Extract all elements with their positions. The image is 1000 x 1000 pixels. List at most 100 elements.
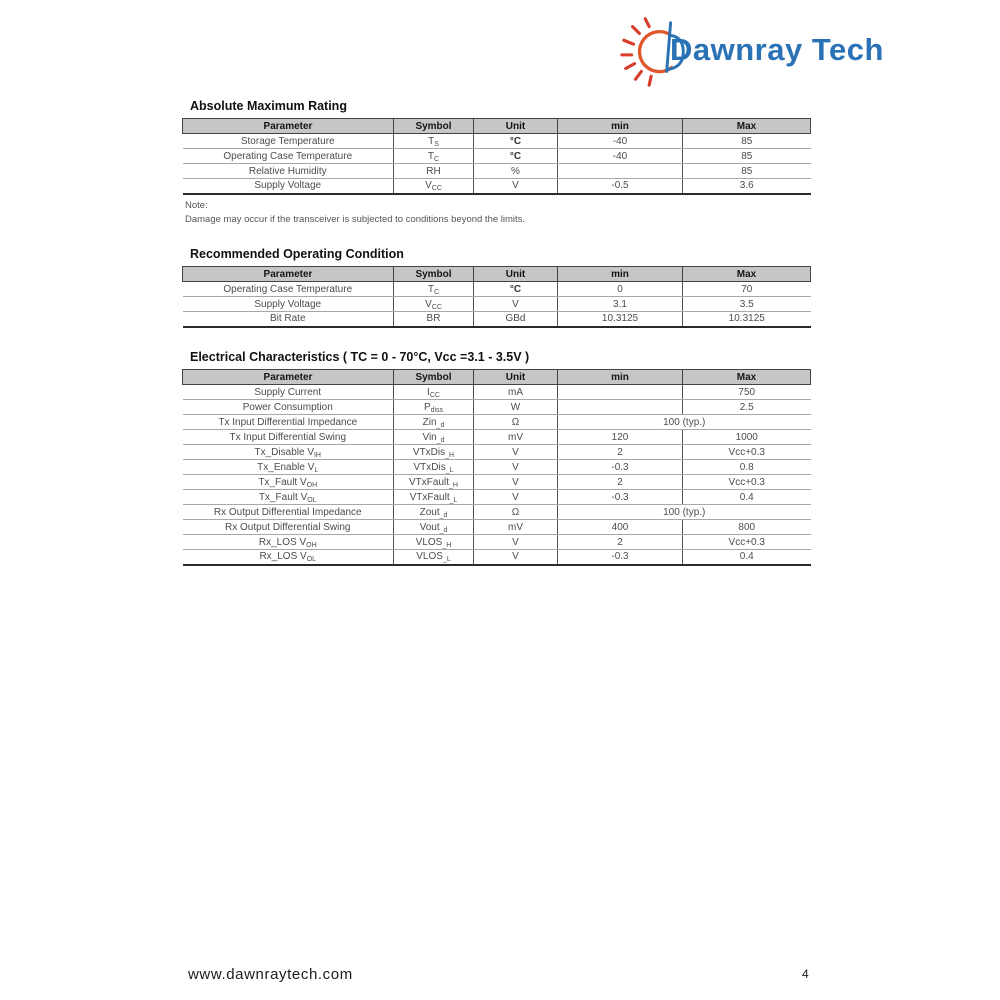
table-cell: 10.3125	[682, 311, 811, 327]
table-cell: 0	[557, 281, 683, 297]
table-cell: V	[473, 474, 558, 490]
header-row: Parameter Symbol Unit min Max	[182, 266, 811, 282]
table-row: Bit Rate BR GBd 10.3125 10.3125	[183, 311, 811, 327]
column-header: Symbol	[393, 118, 474, 134]
table-cell: Tx Input Differential Swing	[182, 429, 394, 445]
table-cell: Operating Case Temperature	[182, 281, 394, 297]
table-row: Supply Voltage VCC V -0.5 3.6	[183, 178, 811, 194]
table-cell: -40	[557, 148, 683, 164]
table-cell: Vout_d	[393, 519, 474, 535]
column-header: Max	[682, 118, 811, 134]
table-cell: VTxFault_H	[393, 474, 474, 490]
table-cell: Ω	[473, 414, 558, 430]
table-cell: TC	[393, 148, 474, 164]
table-row: Rx_LOS VOL VLOS_L V -0.3 0.4	[183, 549, 811, 565]
column-header: Max	[682, 266, 811, 282]
table-cell: V	[473, 534, 558, 550]
table-cell: V	[473, 549, 558, 565]
table-cell: Tx Input Differential Impedance	[182, 414, 394, 430]
table-cell: 2	[557, 534, 683, 550]
company-name: Dawnray Tech	[670, 32, 884, 67]
column-header: Unit	[473, 118, 558, 134]
table-cell: VCC	[393, 296, 474, 312]
table-cell: V	[473, 178, 558, 194]
table-cell: 2	[557, 444, 683, 460]
column-header: Unit	[473, 266, 558, 282]
table-cell: Pdiss	[393, 399, 474, 415]
table-cell: 750	[682, 384, 811, 400]
table-cell: mA	[473, 384, 558, 400]
table-cell: 85	[682, 148, 811, 164]
table-row: Relative Humidity RH% 85	[182, 163, 811, 179]
table-cell: Supply Voltage	[182, 296, 394, 312]
header-row: Parameter Symbol Unit min Max	[182, 369, 811, 385]
table-cell: -0.3	[557, 459, 683, 475]
table-cell: 100 (typ.)	[557, 414, 811, 430]
sun-icon	[620, 17, 685, 87]
table-cell: 3.6	[682, 178, 811, 194]
column-header: Symbol	[393, 369, 474, 385]
table-cell: V	[473, 296, 558, 312]
header-row: Parameter Symbol Unit min Max	[182, 118, 811, 134]
table-cell: Rx_LOS VOL	[259, 551, 317, 564]
column-header: min	[557, 266, 683, 282]
table-cell: Tx_Fault VOH	[182, 474, 394, 490]
table-cell: 0.8	[682, 459, 811, 475]
table-cell: Relative Humidity	[182, 163, 394, 179]
table-cell: -0.3	[557, 549, 683, 565]
section-recommended-operating-condition: Recommended Operating Condition Paramete…	[182, 247, 811, 328]
table-cell: VLOS_H	[393, 534, 474, 550]
table-cell: Supply Current	[182, 384, 394, 400]
table-cell: BR	[393, 311, 474, 327]
section-title: Absolute Maximum Rating	[190, 99, 347, 113]
note-text: Damage may occur if the transceiver is s…	[185, 213, 526, 225]
table-cell: Operating Case Temperature	[182, 148, 394, 164]
absolute-maximum-rating-table: Parameter Symbol Unit min Max Storage Temper…	[182, 118, 811, 195]
table-cell: mV	[473, 429, 558, 445]
table-cell: W	[473, 399, 558, 415]
table-cell: 85	[682, 133, 811, 149]
column-header: min	[557, 369, 683, 385]
table-row: Power Consumption Pdiss W 2.5	[182, 399, 811, 415]
table-cell: VTxFault_L	[393, 489, 474, 505]
section-electrical-characteristics: Electrical Characteristics ( TC = 0 - 70…	[182, 350, 811, 566]
column-header: Parameter	[182, 369, 394, 385]
table-cell: 2.5	[682, 399, 811, 415]
table-row: Supply Current ICC mA 750	[182, 384, 811, 400]
table-note: Note: Damage may occur if the transceive…	[185, 199, 810, 227]
column-header: min	[557, 118, 683, 134]
table-row: Rx_LOS VOH VLOS_H V 2 Vcc+0.3	[182, 534, 811, 550]
table-row: Rx Output Differential Impedance Zout_d Ω 1…	[182, 504, 811, 520]
table-cell: V	[473, 459, 558, 475]
table-cell: -0.5	[557, 178, 683, 194]
table-cell: TS	[393, 133, 474, 149]
table-cell: VTxDis_L	[393, 459, 474, 475]
footer-website: www.dawnraytech.com	[188, 966, 353, 983]
column-header: Parameter	[182, 266, 394, 282]
table-cell: °C	[473, 148, 558, 164]
table-cell: GBd	[473, 311, 558, 327]
note-label: Note:	[185, 199, 208, 211]
electrical-characteristics-table: Parameter Symbol Unit min Max Supply Current…	[182, 369, 811, 566]
table-cell: 400	[557, 519, 683, 535]
section-title: Recommended Operating Condition	[190, 247, 404, 261]
table-row: Tx Input Differential Swing Vin_d mV 120 100…	[182, 429, 811, 445]
table-cell: ICC	[393, 384, 474, 400]
table-cell: °C	[473, 281, 558, 297]
column-header: Parameter	[182, 118, 394, 134]
table-cell: Vcc+0.3	[682, 534, 811, 550]
table-cell: 100 (typ.)	[557, 504, 811, 520]
table-cell: Rx_LOS VOH	[182, 534, 394, 550]
table-cell: Storage Temperature	[182, 133, 394, 149]
table-row: Supply Voltage VCC V 3.1 3.5	[182, 296, 811, 312]
table-row: Operating Case Temperature TC °C -40 85	[182, 148, 811, 164]
section-title: Electrical Characteristics ( TC = 0 - 70…	[190, 350, 530, 364]
table-cell	[557, 399, 683, 415]
table-cell: Rx Output Differential Swing	[182, 519, 394, 535]
table-cell: 0.4	[682, 489, 811, 505]
table-row: Tx Input Differential Impedance Zin_d Ω 100…	[182, 414, 811, 430]
table-cell: 3.5	[682, 296, 811, 312]
table-cell: 120	[557, 429, 683, 445]
table-cell: VLOS_L	[393, 549, 474, 565]
